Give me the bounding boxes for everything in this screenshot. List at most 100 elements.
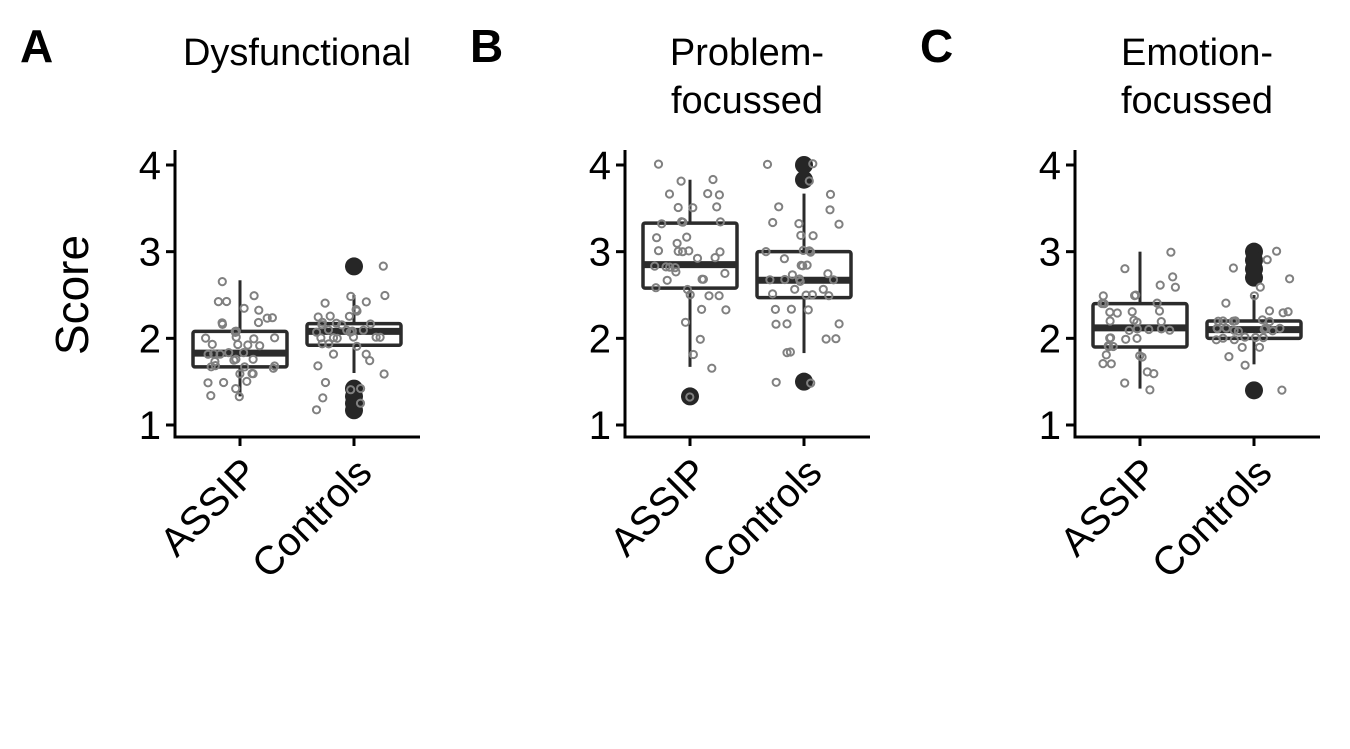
data-point (1145, 385, 1155, 395)
data-point (676, 176, 686, 186)
data-point (710, 253, 720, 263)
data-point (217, 277, 227, 287)
data-point (770, 304, 780, 314)
data-point (818, 284, 828, 294)
data-point (672, 238, 682, 248)
data-point (721, 305, 731, 315)
data-point (313, 312, 323, 322)
data-point (231, 384, 241, 394)
data-point (270, 361, 280, 371)
data-point (1285, 274, 1295, 284)
data-point (207, 339, 217, 349)
data-point (344, 311, 354, 321)
data-point (678, 247, 688, 257)
panel-title: Problem- (670, 32, 824, 74)
data-point (802, 260, 812, 270)
data-point (1230, 316, 1240, 326)
data-point (680, 317, 691, 327)
data-point (356, 383, 366, 394)
data-point (1258, 333, 1268, 343)
data-point (787, 270, 797, 280)
data-point (682, 232, 692, 242)
data-point (798, 245, 808, 255)
data-point (714, 291, 724, 301)
data-point (692, 253, 703, 263)
data-point (1124, 325, 1134, 335)
data-point (1277, 385, 1287, 395)
data-point (771, 319, 781, 329)
data-point (351, 304, 361, 315)
data-point (328, 349, 339, 359)
data-point (806, 378, 816, 388)
data-point (242, 376, 252, 386)
data-point (1240, 360, 1250, 370)
data-point (320, 377, 331, 388)
data-point (771, 377, 781, 387)
data-point (673, 246, 683, 256)
data-point (361, 349, 371, 359)
data-point (217, 319, 228, 329)
data-point (332, 333, 342, 343)
data-point (828, 275, 839, 285)
data-point (262, 313, 272, 323)
data-point (358, 325, 368, 335)
data-point (714, 190, 724, 200)
data-point (213, 297, 223, 307)
data-point (780, 274, 790, 285)
data-point (824, 291, 834, 301)
data-point (345, 327, 355, 337)
y-tick-label: 1 (1039, 404, 1061, 448)
data-point (270, 333, 280, 343)
data-point (361, 297, 371, 307)
data-point (808, 231, 818, 241)
outlier-point (681, 387, 699, 406)
data-point (790, 284, 800, 294)
data-point (834, 219, 844, 229)
data-point (328, 333, 339, 343)
data-point (671, 267, 681, 277)
data-point (1218, 316, 1228, 326)
data-point (761, 247, 771, 257)
outlier-point (1245, 381, 1263, 400)
data-point (821, 334, 831, 344)
outlier-point (795, 156, 813, 174)
data-point (653, 159, 664, 169)
y-tick-label: 1 (589, 404, 611, 448)
data-point (796, 230, 806, 240)
panel-title: focussed (671, 80, 823, 122)
data-point (715, 247, 725, 257)
data-point (661, 262, 671, 272)
data-point (1221, 323, 1231, 333)
data-point (825, 189, 836, 199)
data-point (708, 174, 718, 185)
data-point (1211, 335, 1221, 345)
data-point (231, 354, 241, 364)
data-point (1105, 307, 1115, 317)
data-point (1137, 352, 1147, 362)
data-point (240, 362, 250, 372)
data-point (712, 202, 722, 212)
data-point (698, 274, 708, 284)
outlier-point (795, 170, 813, 189)
data-point (715, 217, 725, 227)
data-point (657, 219, 667, 229)
data-point (1120, 378, 1130, 388)
data-point (653, 246, 664, 256)
data-point (1106, 359, 1116, 369)
outlier-point (1245, 268, 1263, 287)
data-point (311, 405, 322, 415)
data-point (798, 261, 808, 271)
data-point (774, 202, 784, 212)
data-point (786, 304, 796, 314)
data-point (808, 159, 818, 169)
data-point (253, 317, 264, 328)
data-point (695, 334, 705, 344)
data-point (804, 246, 814, 256)
data-point (375, 332, 385, 342)
data-point (1261, 323, 1271, 333)
data-point (352, 341, 362, 351)
data-point (1098, 291, 1108, 301)
data-point (1144, 324, 1154, 335)
